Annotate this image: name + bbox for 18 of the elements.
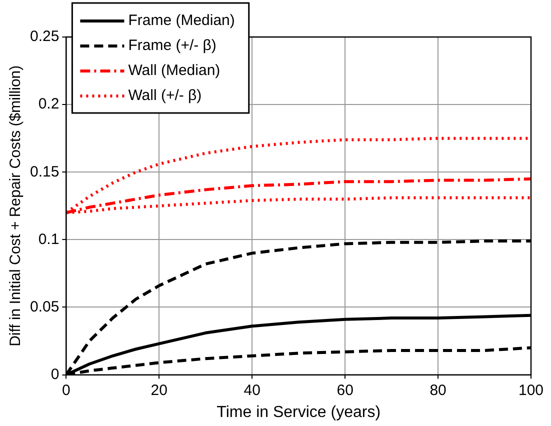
y-tick-label: 0.05 — [30, 298, 60, 316]
x-tick-label: 80 — [430, 382, 446, 399]
x-tick-label: 100 — [518, 382, 544, 399]
y-tick-label: 0.1 — [38, 230, 60, 248]
x-tick-label: 60 — [336, 382, 354, 399]
x-tick-label: 0 — [62, 382, 70, 399]
legend-label: Frame (+/- β) — [128, 37, 216, 54]
x-tick-label: 40 — [244, 382, 260, 399]
y-tick-label: 0.2 — [38, 96, 60, 113]
y-axis-title: Diff in Initial Cost + Repair Costs ($million) — [7, 65, 24, 346]
y-tick-label: 0.25 — [30, 28, 60, 46]
y-tick-label: 0.15 — [30, 163, 60, 180]
y-tick-label: 0 — [50, 366, 60, 383]
legend-label: Wall (+/- β) — [128, 87, 202, 104]
x-axis-title: Time in Service (years) — [216, 404, 381, 421]
x-tick-label: 20 — [150, 382, 168, 399]
legend-label: Frame (Median) — [128, 12, 235, 30]
legend-label: Wall (Median) — [128, 62, 220, 80]
